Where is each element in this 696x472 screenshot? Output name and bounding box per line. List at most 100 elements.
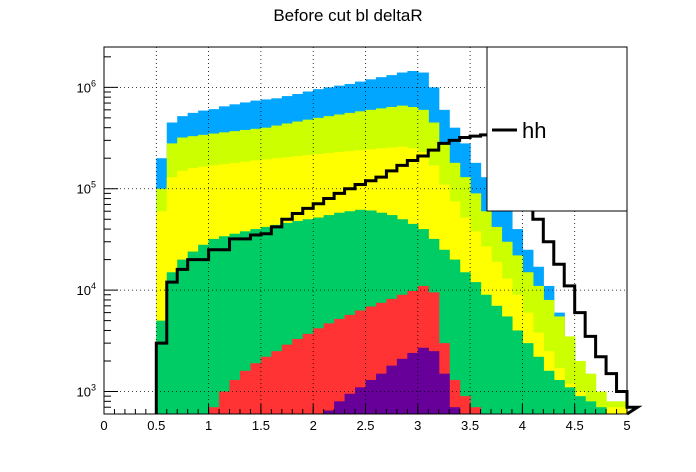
bar-layer2-9 (250, 229, 262, 414)
bar-layer1-6 (219, 391, 231, 414)
x-tick-label: 5 (623, 418, 630, 433)
bar-layer2-29 (459, 272, 471, 414)
x-tick-label: 1.5 (252, 418, 270, 433)
bar-layer1-8 (239, 370, 252, 414)
bar-layer1-11 (271, 351, 283, 414)
x-tick-label: 2 (310, 418, 317, 433)
y-tick-label: 103 (77, 383, 96, 400)
bar-layer2-27 (438, 249, 450, 414)
bar-layer2-30 (470, 282, 482, 414)
bar-layer0-22 (386, 365, 398, 414)
bar-layer4-38 (553, 316, 565, 414)
bar-layer2-34 (511, 330, 523, 414)
bar-layer1-17 (334, 318, 346, 414)
bar-layer2-2 (177, 259, 189, 414)
bar-layer3-44 (616, 407, 628, 414)
bar-layer0-21 (375, 373, 388, 414)
bar-layer2-28 (449, 259, 461, 414)
bar-layer2-16 (323, 215, 335, 414)
bar-layer1-15 (313, 328, 325, 414)
bar-layer0-24 (407, 352, 419, 414)
bar-layer2-13 (292, 221, 304, 414)
bar-layer2-42 (595, 407, 607, 414)
bar-layer2-7 (229, 233, 241, 414)
bar-layer2-15 (313, 217, 325, 414)
bar-layer1-7 (229, 379, 241, 414)
bar-layer0-23 (396, 358, 408, 414)
bar-layer1-21 (375, 302, 388, 414)
bar-layer0-27 (438, 373, 450, 414)
bar-layer2-38 (553, 379, 565, 414)
x-tick-label: 3 (414, 418, 421, 433)
bar-layer1-14 (302, 333, 314, 414)
bar-layer1-19 (355, 310, 367, 414)
x-tick-label: 0.5 (147, 418, 165, 433)
bar-layer2-8 (239, 231, 252, 414)
bar-layer2-3 (187, 251, 199, 414)
x-tick-label: 4.5 (566, 418, 584, 433)
x-tick-label: 0 (100, 418, 107, 433)
bar-layer2-5 (208, 238, 220, 414)
x-tick-label: 3.5 (461, 418, 479, 433)
bar-layer2-31 (480, 294, 492, 414)
bar-layer1-13 (292, 338, 304, 414)
bar-layer2-40 (574, 396, 586, 414)
bar-layer2-12 (281, 222, 293, 414)
bar-layer1-20 (365, 306, 377, 414)
bar-layer2-36 (532, 356, 544, 414)
bar-layer2-35 (522, 343, 534, 414)
bar-layer1-30 (470, 407, 482, 414)
bar-layer3-43 (606, 407, 618, 414)
y-tick-label: 106 (77, 78, 96, 95)
bar-layer4-40 (574, 360, 586, 414)
bar-layer0-28 (449, 407, 461, 414)
bar-layer2-17 (334, 212, 346, 414)
x-tick-label: 2.5 (356, 418, 374, 433)
bar-layer0-16 (323, 410, 335, 414)
bar-layer2-33 (501, 316, 513, 414)
bar-layer0-20 (365, 379, 377, 414)
bar-layer2-18 (344, 211, 356, 414)
bar-layer2-4 (198, 244, 210, 414)
bar-layer0-26 (428, 351, 440, 414)
x-tick-label: 1 (205, 418, 212, 433)
bar-layer0-17 (334, 401, 346, 414)
bar-layer1-5 (208, 407, 220, 414)
bar-layer2-10 (260, 226, 272, 414)
bar-layer3-0 (156, 211, 168, 414)
bar-layer2-41 (585, 401, 597, 414)
x-tick-label: 4 (519, 418, 526, 433)
bar-layer1-24 (407, 291, 419, 414)
bar-layer1-29 (459, 396, 471, 414)
hh-line-series (154, 133, 643, 416)
bar-layer1-22 (386, 298, 398, 414)
bar-layer4-39 (564, 336, 576, 414)
bar-layer2-1 (166, 272, 178, 414)
histogram-bars (156, 70, 628, 415)
y-tick-label: 105 (77, 180, 96, 197)
bar-layer2-11 (271, 224, 283, 414)
legend-hh-label: hh (522, 118, 546, 143)
bar-layer2-37 (543, 370, 555, 414)
bar-layer1-23 (396, 294, 408, 414)
bar-layer1-18 (344, 314, 356, 414)
bar-layer4-41 (585, 373, 597, 414)
chart-title: Before cut bl deltaR (273, 6, 423, 25)
bar-layer1-9 (250, 363, 262, 414)
y-tick-label: 104 (77, 281, 96, 298)
bar-layer2-14 (302, 219, 314, 414)
bar-layer2-0 (156, 320, 168, 414)
x-axis-ticks: 0 0.5 1 1.5 2 2.5 3 3.5 4 4.5 5 (100, 404, 631, 433)
y-axis-ticks: 103 104 105 106 (77, 56, 118, 415)
bar-layer2-6 (219, 236, 231, 414)
legend-box: hh (486, 46, 628, 212)
bar-layer1-12 (281, 344, 293, 414)
bar-layer1-16 (323, 323, 335, 414)
bar-layer4-42 (595, 391, 607, 414)
bar-layer1-28 (449, 379, 461, 414)
bar-layer0-18 (344, 393, 356, 414)
bar-layer0-25 (417, 347, 429, 414)
bar-layer0-19 (355, 387, 367, 414)
bar-layer1-10 (260, 356, 272, 414)
